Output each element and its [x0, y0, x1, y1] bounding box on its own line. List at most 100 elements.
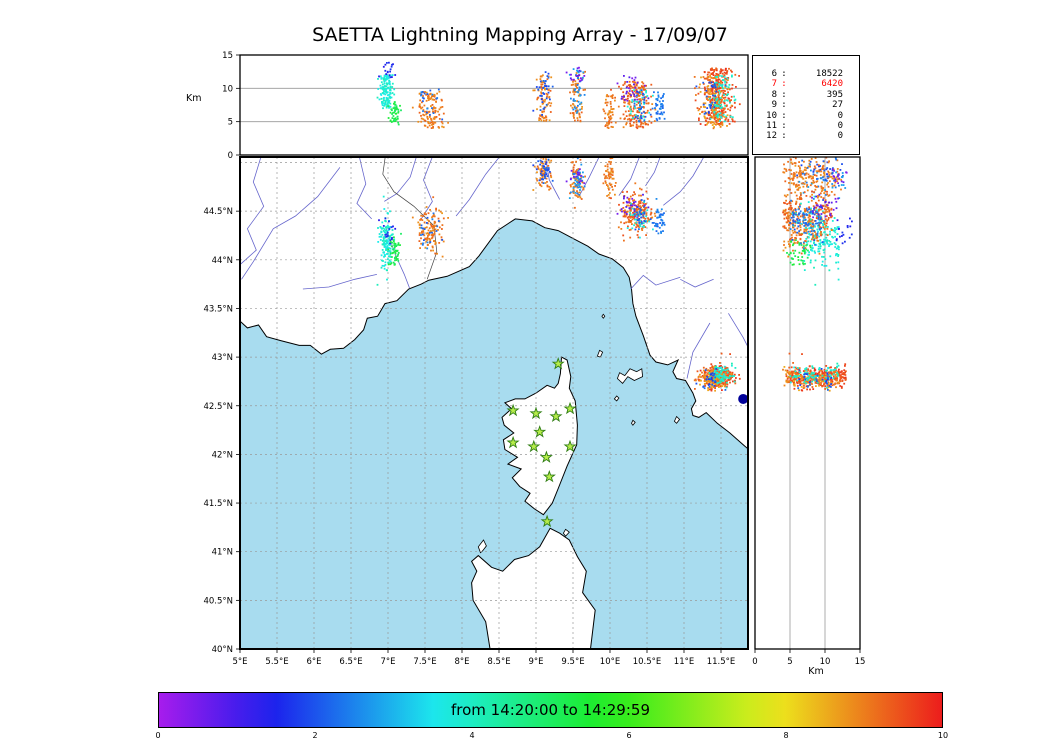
lat-tick-label: 40.5°N — [203, 596, 233, 606]
alt-lat-panel-border — [754, 156, 861, 650]
lon-tick-label: 8.5°E — [487, 657, 510, 667]
map-panel-border — [239, 156, 749, 650]
colorbar-label: from 14:20:00 to 14:29:59 — [450, 701, 650, 719]
colon-separator: : — [781, 131, 787, 142]
alt-tick-label: 15 — [222, 51, 233, 61]
source-count: 395 — [826, 89, 843, 100]
station-count-row: 12: 0 — [753, 131, 859, 141]
alt-tick-label: 5 — [228, 118, 233, 128]
source-count: 0 — [837, 121, 843, 132]
source-count: 27 — [832, 100, 843, 111]
station-stats-box: 6: 18522 7: 6420 8: 395 9: 27 10: 0 11: 0 12: 0 — [752, 55, 860, 155]
lat-tick-label: 42.5°N — [203, 402, 233, 412]
station-star-icon — [529, 406, 543, 420]
lon-tick-label: 10.5°E — [633, 657, 662, 667]
station-number: 12 — [766, 131, 777, 142]
source-count: 18522 — [815, 69, 843, 79]
colon-separator: : — [781, 100, 787, 111]
colorbar-tick-label: 8 — [783, 731, 789, 740]
time-colorbar: from 14:20:00 to 14:29:59 — [158, 692, 943, 728]
river-line — [578, 157, 600, 197]
country-border-line — [382, 157, 438, 280]
colorbar-gradient — [159, 693, 942, 727]
map-graticule — [240, 157, 748, 649]
river-line — [455, 157, 500, 217]
river-line — [663, 157, 705, 206]
lon-tick-label: 11°E — [674, 657, 694, 667]
river-line — [680, 278, 714, 288]
river-line — [356, 157, 372, 220]
river-line — [618, 157, 640, 196]
island — [477, 539, 487, 554]
alt-lon-scatter — [376, 61, 741, 130]
source-count: 6420 — [821, 79, 843, 90]
island — [616, 368, 644, 384]
station-count-row: 8: 395 — [753, 90, 859, 100]
lon-tick-label: 9.5°E — [561, 657, 584, 667]
lon-tick-label: 5°E — [232, 657, 247, 667]
axis-ticks: 5°E 5.5°E 6°E 6.5°E 7°E 7.5°E 8°E 8.5°E 9°E 9.5°E… — [203, 51, 865, 667]
station-star-icon — [506, 403, 520, 417]
river-line — [630, 274, 681, 290]
river-line — [728, 313, 748, 348]
island — [596, 349, 604, 358]
island — [613, 395, 620, 402]
station-star-icon — [540, 514, 554, 528]
colon-separator: : — [781, 110, 787, 121]
lon-tick-label: 6°E — [306, 657, 321, 667]
coastline-landmass — [240, 157, 748, 450]
lon-tick-label: 9°E — [528, 657, 543, 667]
colorbar-tick-label: 10 — [937, 731, 949, 740]
alt-tick-label: 0 — [228, 151, 233, 161]
coastline-landmass — [470, 527, 596, 649]
lat-tick-label: 40°N — [212, 645, 233, 655]
station-number: 10 — [766, 110, 777, 121]
station-number: 9 — [771, 100, 777, 111]
coastline-landmass — [501, 356, 578, 516]
colon-separator: : — [781, 79, 787, 90]
lat-tick-label: 42°N — [212, 450, 233, 460]
island — [631, 419, 636, 426]
station-number: 6 — [771, 69, 777, 79]
lat-tick-label: 41°N — [212, 548, 233, 558]
alt-lat-scatter — [782, 157, 853, 392]
lma-station-stars — [506, 357, 577, 528]
map-scatter — [376, 157, 741, 392]
lon-tick-label: 8°E — [454, 657, 469, 667]
lat-tick-label: 44.5°N — [203, 207, 233, 217]
island — [673, 415, 681, 424]
lat-tick-label: 41.5°N — [203, 499, 233, 509]
colorbar-tick-label: 2 — [312, 731, 318, 740]
river-line — [302, 274, 377, 290]
river-line — [240, 157, 265, 265]
right-km-axis-label: Km — [808, 666, 824, 677]
station-number: 11 — [766, 121, 777, 132]
alt-axis-label: Km — [186, 93, 202, 104]
figure-title: SAETTA Lightning Mapping Array - 17/09/0… — [312, 24, 728, 46]
station-count-row: 9: 27 — [753, 100, 859, 110]
alt-lon-panel-border — [239, 54, 749, 156]
map-panel — [240, 157, 748, 649]
colon-separator: : — [781, 69, 787, 79]
station-star-icon — [539, 450, 553, 463]
right-km-tick-label: 0 — [752, 657, 757, 667]
colon-separator: : — [781, 89, 787, 100]
lon-tick-label: 10°E — [600, 657, 620, 667]
station-count-row: 11: 0 — [753, 121, 859, 131]
colorbar-tick-label: 6 — [626, 731, 632, 740]
colorbar-tick-label: 0 — [155, 731, 161, 740]
source-count: 0 — [837, 110, 843, 121]
lon-tick-label: 6.5°E — [339, 657, 362, 667]
station-number: 7 — [771, 79, 777, 90]
river-line — [241, 167, 341, 280]
colorbar-tick-label: 4 — [469, 731, 475, 740]
river-line — [686, 322, 711, 379]
city-marker-dot — [738, 393, 748, 404]
station-star-icon — [563, 439, 577, 453]
station-star-icon — [563, 401, 577, 415]
right-km-tick-label: 10 — [820, 657, 831, 667]
lat-tick-label: 43.5°N — [203, 304, 233, 314]
station-star-icon — [533, 425, 547, 438]
